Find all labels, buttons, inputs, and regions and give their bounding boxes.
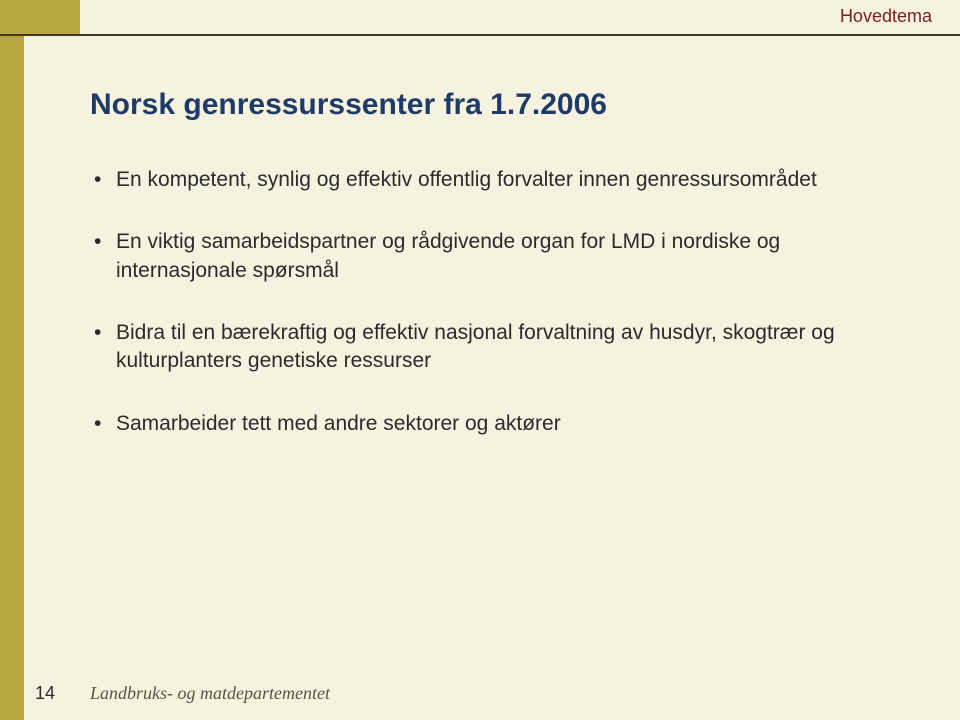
top-rule: [0, 34, 960, 36]
slide: Hovedtema Norsk genressurssenter fra 1.7…: [0, 0, 960, 720]
accent-bar-top: [0, 0, 80, 34]
footer-text: Landbruks- og matdepartementet: [90, 683, 330, 704]
bullet-item: Bidra til en bærekraftig og effektiv nas…: [90, 319, 880, 376]
accent-bar-left: [0, 36, 24, 720]
page-number: 14: [0, 683, 90, 704]
content-area: Norsk genressurssenter fra 1.7.2006 En k…: [90, 88, 880, 472]
bullet-item: En kompetent, synlig og effektiv offentl…: [90, 166, 880, 194]
corner-tag: Hovedtema: [840, 6, 932, 27]
footer: 14 Landbruks- og matdepartementet: [0, 683, 960, 704]
slide-title: Norsk genressurssenter fra 1.7.2006: [90, 88, 880, 122]
bullet-item: En viktig samarbeidspartner og rådgivend…: [90, 228, 880, 285]
bullet-item: Samarbeider tett med andre sektorer og a…: [90, 410, 880, 438]
bullet-list: En kompetent, synlig og effektiv offentl…: [90, 166, 880, 438]
